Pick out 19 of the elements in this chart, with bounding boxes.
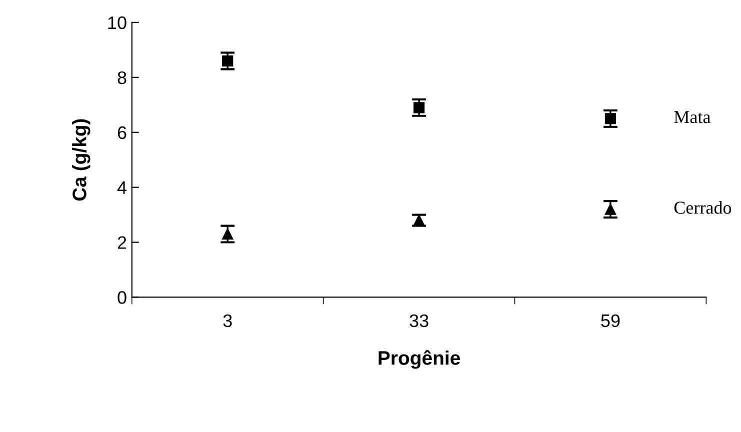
text: Mata	[674, 111, 710, 124]
point	[413, 214, 425, 226]
x-tick-label: 59	[601, 314, 620, 328]
y-axis-title: Ca (g/kg)	[72, 119, 90, 201]
y-tick-label: 0	[118, 291, 126, 304]
point	[222, 228, 234, 240]
x-axis-title: Progênie	[378, 350, 460, 369]
y-tick-label: 4	[117, 181, 127, 194]
point	[413, 102, 425, 114]
text: Cerrado	[674, 201, 732, 214]
point	[222, 55, 234, 66]
y-tick-label: 6	[118, 126, 126, 140]
point	[604, 113, 616, 124]
x-tick-label: 3	[223, 314, 232, 328]
y-tick-label: 2	[118, 236, 126, 249]
x-tick-label: 33	[410, 314, 428, 328]
point	[604, 204, 616, 215]
y-tick-label: 8	[118, 71, 126, 84]
y-tick-label: 10	[108, 16, 126, 30]
